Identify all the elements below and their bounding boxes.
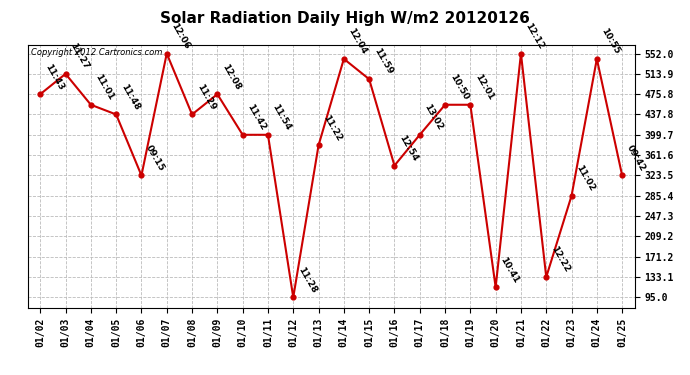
- Point: [338, 56, 349, 62]
- Text: 09:42: 09:42: [625, 143, 647, 172]
- Text: 11:27: 11:27: [68, 42, 90, 71]
- Text: 10:55: 10:55: [600, 27, 622, 56]
- Point: [617, 172, 628, 178]
- Text: 10:50: 10:50: [448, 73, 470, 102]
- Point: [566, 193, 577, 199]
- Text: 11:02: 11:02: [574, 164, 596, 193]
- Point: [313, 142, 324, 148]
- Point: [34, 91, 46, 97]
- Point: [186, 111, 197, 117]
- Text: 11:42: 11:42: [246, 103, 268, 132]
- Text: Copyright 2012 Cartronics.com: Copyright 2012 Cartronics.com: [30, 48, 162, 57]
- Text: 11:59: 11:59: [372, 47, 394, 76]
- Point: [440, 102, 451, 108]
- Text: 11:22: 11:22: [322, 113, 344, 142]
- Text: 11:28: 11:28: [296, 265, 318, 295]
- Text: 12:54: 12:54: [397, 134, 420, 163]
- Text: 09:15: 09:15: [144, 143, 166, 172]
- Point: [237, 132, 248, 138]
- Text: 11:01: 11:01: [94, 73, 116, 102]
- Text: 12:06: 12:06: [170, 22, 192, 51]
- Text: 11:43: 11:43: [43, 62, 65, 92]
- Point: [60, 71, 71, 77]
- Point: [262, 132, 273, 138]
- Point: [541, 274, 552, 280]
- Text: 12:22: 12:22: [549, 245, 571, 274]
- Point: [288, 294, 299, 300]
- Text: 11:29: 11:29: [195, 82, 217, 112]
- Point: [389, 163, 400, 169]
- Text: 12:04: 12:04: [346, 27, 368, 56]
- Text: 12:12: 12:12: [524, 21, 546, 51]
- Point: [591, 56, 602, 62]
- Text: 12:08: 12:08: [220, 62, 242, 92]
- Point: [414, 132, 425, 138]
- Point: [212, 91, 223, 97]
- Text: 11:48: 11:48: [119, 82, 141, 112]
- Point: [490, 284, 501, 290]
- Point: [515, 51, 526, 57]
- Point: [86, 102, 97, 108]
- Point: [110, 111, 121, 117]
- Text: 13:02: 13:02: [422, 103, 444, 132]
- Point: [161, 51, 172, 57]
- Point: [364, 76, 375, 82]
- Text: Solar Radiation Daily High W/m2 20120126: Solar Radiation Daily High W/m2 20120126: [160, 11, 530, 26]
- Text: 10:41: 10:41: [498, 255, 520, 285]
- Text: 11:54: 11:54: [270, 103, 293, 132]
- Text: 12:01: 12:01: [473, 73, 495, 102]
- Point: [136, 172, 147, 178]
- Point: [465, 102, 476, 108]
